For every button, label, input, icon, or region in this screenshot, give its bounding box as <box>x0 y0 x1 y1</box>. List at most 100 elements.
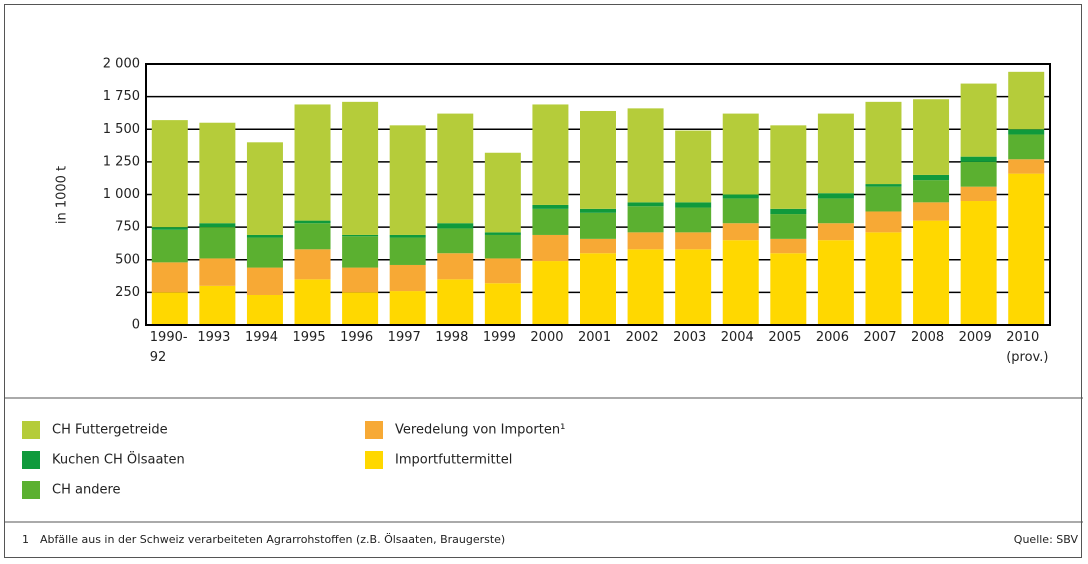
legend-swatch <box>22 421 40 439</box>
x-tick-label: 1996 <box>340 330 374 345</box>
legend-swatch <box>365 451 383 469</box>
y-tick-label: 750 <box>115 220 140 235</box>
x-tick-label: 1998 <box>435 330 469 345</box>
bar-segment <box>389 234 426 238</box>
bar-segment <box>913 202 950 221</box>
bar-segment <box>580 253 616 325</box>
bar-segment <box>722 113 759 195</box>
bar-segment <box>484 232 521 235</box>
bar-segment <box>817 193 854 199</box>
bar-segment <box>627 206 664 233</box>
x-tick-label: 2003 <box>673 330 707 345</box>
x-tick-label: 1990-92 <box>149 330 188 365</box>
bar-segment <box>960 156 997 162</box>
frame <box>4 4 1082 558</box>
legend-label: Kuchen CH Ölsaaten <box>52 451 185 468</box>
bar-segment <box>151 227 188 230</box>
bar-segment <box>389 125 426 235</box>
bar-segment <box>770 214 807 239</box>
bar-segment <box>770 125 807 209</box>
legend-label: Importfuttermittel <box>395 453 512 468</box>
x-tick-label: 1999 <box>482 330 516 345</box>
x-tick-label: 2007 <box>863 330 897 345</box>
bar-segment <box>865 186 902 212</box>
bar-segment <box>960 83 997 157</box>
bar-segment <box>865 184 902 187</box>
bar-segment <box>1008 134 1045 160</box>
bar-segment <box>437 279 474 325</box>
y-tick-label: 500 <box>115 252 140 267</box>
y-tick-label: 0 <box>132 318 140 333</box>
y-tick-label: 1 250 <box>103 154 140 169</box>
bar-segment <box>913 220 950 325</box>
bar-segment <box>722 240 759 325</box>
x-tick-label: 2002 <box>625 330 659 345</box>
y-tick-label: 1 500 <box>103 122 140 137</box>
bar-segment <box>532 208 569 235</box>
bar-segment <box>865 232 902 325</box>
bar-segment <box>294 104 331 221</box>
y-tick-label: 1 000 <box>103 187 140 202</box>
bar-segment <box>199 285 236 325</box>
bar-segment <box>342 292 379 325</box>
bar-segment <box>294 223 331 250</box>
bar-segment <box>151 229 188 263</box>
bar-segment <box>770 253 807 325</box>
bar-segment <box>246 267 283 295</box>
bar-segment <box>294 279 331 325</box>
legend-swatch <box>22 481 40 499</box>
bar-segment <box>389 291 426 325</box>
bar-segment <box>627 249 664 325</box>
legend-label: CH andere <box>52 483 121 498</box>
y-tick-label: 1 750 <box>103 89 140 104</box>
x-tick-label: 2000 <box>530 330 564 345</box>
x-tick-label: 2010 (prov.) <box>1006 330 1049 365</box>
bar-segment <box>817 223 854 241</box>
x-tick-label: 2004 <box>720 330 754 345</box>
bar-segment <box>627 202 664 207</box>
bar-segment <box>770 238 807 254</box>
bar-segment <box>484 283 521 325</box>
bar-segment <box>913 99 950 175</box>
bar-segment <box>817 240 854 325</box>
x-tick-label: 2008 <box>911 330 945 345</box>
legend-label: Veredelung von Importen¹ <box>395 423 565 438</box>
bar-segment <box>1008 129 1045 135</box>
bar-segment <box>1008 71 1045 130</box>
bar-segment <box>342 236 379 268</box>
bar-segment <box>199 258 236 286</box>
bar-segment <box>246 234 283 238</box>
x-tick-label: 2009 <box>958 330 992 345</box>
bar-segment <box>246 142 283 235</box>
bar-segment <box>1008 159 1045 174</box>
bar-segment <box>199 122 236 224</box>
bar-segment <box>484 234 521 259</box>
x-tick-label: 2006 <box>815 330 849 345</box>
bar-segment <box>389 237 426 265</box>
bar-segment <box>246 294 283 325</box>
bar-segment <box>675 207 712 233</box>
source: Quelle: SBV <box>1014 533 1079 546</box>
bar-segment <box>960 201 997 325</box>
footnote: Abfälle aus in der Schweiz verarbeiteten… <box>40 533 505 546</box>
bar-segment <box>580 238 616 254</box>
bar-segment <box>199 227 236 259</box>
bar-segment <box>865 211 902 233</box>
bar-segment <box>722 198 759 224</box>
bar-segment <box>437 223 474 229</box>
bar-segment <box>294 249 331 280</box>
bar-segment <box>913 174 950 181</box>
bar-segment <box>580 110 616 209</box>
bar-segment <box>865 101 902 185</box>
x-tick-label: 1994 <box>244 330 279 345</box>
bar-segment <box>294 220 331 224</box>
bar-segment <box>960 161 997 187</box>
bar-segment <box>437 113 474 224</box>
bar-segment <box>437 228 474 254</box>
bar-segment <box>484 258 521 284</box>
bar-segment <box>675 249 712 325</box>
bar-segment <box>675 130 712 203</box>
legend-swatch <box>365 421 383 439</box>
bar-segment <box>342 234 379 237</box>
bar-segment <box>484 152 521 233</box>
